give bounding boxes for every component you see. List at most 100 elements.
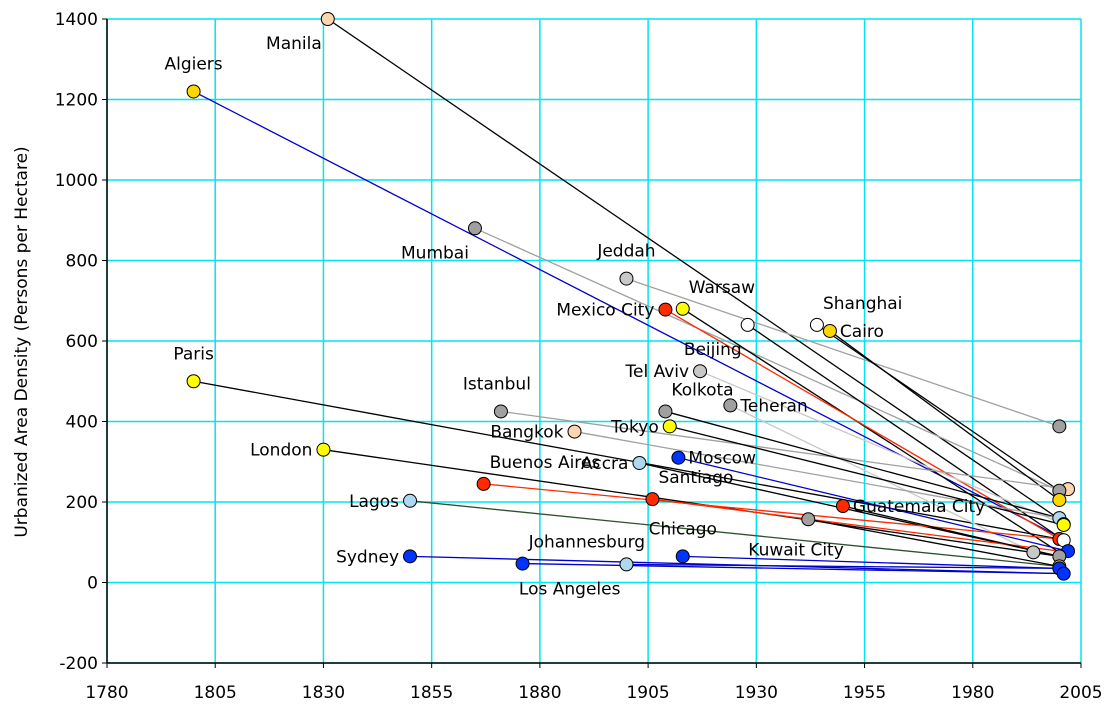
x-tick-label: 1855 (410, 683, 453, 703)
data-point (740, 317, 755, 332)
y-tick-label: 800 (66, 252, 98, 272)
series-line (193, 90, 1064, 540)
series-line (409, 500, 1060, 568)
point-label: Lagos (349, 492, 399, 512)
endpoint-marker (1052, 419, 1067, 434)
y-tick-label: 0 (87, 574, 98, 594)
data-point (476, 476, 491, 491)
data-point (632, 455, 647, 470)
y-axis-label: Urbanized Area Density (Persons per Hect… (12, 146, 32, 537)
y-tick-label: 600 (66, 332, 98, 352)
point-label: Buenos Aires (490, 453, 601, 473)
endpoint-marker (1052, 492, 1067, 507)
series-line (626, 563, 1060, 570)
series-line (327, 18, 1065, 523)
point-label: Bangkok (490, 423, 563, 443)
data-point (662, 419, 677, 434)
data-point (822, 323, 837, 338)
data-point (835, 499, 850, 514)
data-point (493, 404, 508, 419)
point-label: Istanbul (463, 374, 531, 394)
data-point (809, 317, 824, 332)
axes: -200 0 200 400 600 800 1000 1200 1400 1780 1805 183… (55, 10, 1103, 703)
data-point (671, 450, 686, 465)
data-point (693, 364, 708, 379)
series-line (682, 308, 1060, 553)
y-tick-label: 200 (66, 493, 98, 513)
endpoint-marker (1056, 566, 1071, 581)
data-point (403, 493, 418, 508)
point-label: Jeddah (596, 242, 655, 262)
point-label: Teheran (739, 396, 807, 416)
series-line (682, 555, 1060, 570)
point-label: Paris (173, 344, 214, 364)
point-label: Mexico City (556, 301, 654, 321)
point-label: Cairo (840, 322, 884, 342)
point-label: Santiago (658, 468, 733, 488)
series-line (808, 518, 1060, 568)
data-point (723, 398, 738, 413)
series-line (842, 505, 1060, 557)
point-label: Guatemala City (853, 497, 985, 517)
point-label: Shanghai (823, 294, 902, 314)
point-label: Johannesburg (528, 533, 646, 553)
series-line (829, 330, 1060, 501)
series-line (474, 227, 1060, 492)
data-point (186, 84, 201, 99)
x-tick-label: 2005 (1059, 683, 1102, 703)
data-point (619, 271, 634, 286)
point-label: Algiers (164, 54, 222, 74)
point-label: Los Angeles (519, 579, 621, 599)
point-label: Chicago (649, 519, 717, 539)
point-label: Tokyo (610, 417, 659, 437)
point-label: Moscow (688, 449, 756, 469)
series-line (574, 430, 1060, 519)
data-point (515, 556, 530, 571)
x-tick-label: 1780 (85, 683, 128, 703)
x-tick-label: 1930 (735, 683, 778, 703)
x-tick-label: 1955 (843, 683, 886, 703)
point-label: Beijing (684, 340, 742, 360)
point-label: Warsaw (689, 278, 755, 298)
data-point (645, 492, 660, 507)
series-line (522, 562, 1064, 575)
series-line (193, 380, 1060, 540)
data-point (567, 424, 582, 439)
data-points (186, 12, 1076, 581)
point-label: Tel Aviv (624, 362, 689, 382)
data-point (619, 557, 634, 572)
y-tick-label: 1200 (55, 91, 98, 111)
data-point (467, 221, 482, 236)
y-tick-label: 1400 (55, 10, 98, 30)
x-tick-label: 1905 (626, 683, 669, 703)
point-label: Accra (581, 454, 628, 474)
series-line (626, 277, 1060, 427)
x-tick-label: 1980 (951, 683, 994, 703)
series-line (669, 425, 1064, 526)
series-line (816, 324, 1060, 492)
x-tick-label: 1830 (302, 683, 345, 703)
endpoint-marker (1056, 517, 1071, 532)
series-line (323, 449, 1060, 557)
series-line (483, 483, 1060, 540)
data-point (403, 549, 418, 564)
data-point (658, 302, 673, 317)
data-point (186, 374, 201, 389)
series-line (699, 370, 1064, 525)
y-tick-label: -200 (59, 654, 98, 674)
data-point (801, 512, 816, 527)
series-line (639, 462, 1060, 557)
y-tick-label: 400 (66, 413, 98, 433)
data-labels: Manila Algiers Mumbai Jeddah Warsaw Mexico Ci… (164, 34, 985, 599)
x-tick-label: 1880 (518, 683, 561, 703)
endpoint-marker (1026, 545, 1041, 560)
data-point (675, 301, 690, 316)
point-label: Kolkota (671, 380, 733, 400)
point-label: Kuwait City (748, 540, 844, 560)
series-line (500, 410, 1069, 490)
series-line (652, 498, 1060, 552)
series-line (665, 410, 1060, 519)
y-tick-label: 1000 (55, 171, 98, 191)
